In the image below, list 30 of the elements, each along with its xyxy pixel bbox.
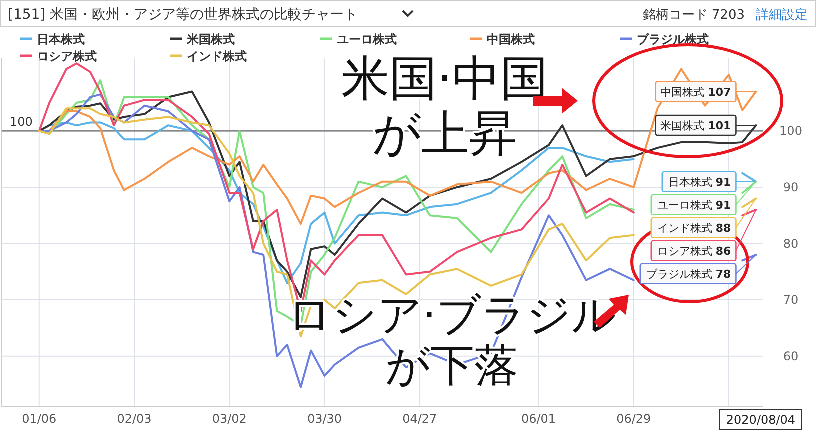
legend-label: 中国株式 <box>487 32 535 46</box>
annotation: ユーロ株式 91 <box>657 198 732 212</box>
legend-label: 米国株式 <box>186 32 235 46</box>
legend-label: ユーロ株式 <box>337 32 397 46</box>
y-tick-label: 80 <box>783 236 799 251</box>
ref-line-label: 100 <box>10 115 33 130</box>
chart-title: [151] 米国・欧州・アジア等の世界株式の比較チャート <box>8 7 358 23</box>
legend-label: ロシア株式 <box>37 50 97 64</box>
x-tick-label: 06/29 <box>616 412 652 426</box>
annotation: 日本株式 91 <box>668 176 732 189</box>
chart-subtitle: 銘柄コード 7203 <box>642 8 745 23</box>
annotation: 中国株式 107 <box>660 86 732 99</box>
legend-label: 日本株式 <box>37 32 85 46</box>
annotation: 米国株式 101 <box>660 120 732 133</box>
text: 2020/08/04 <box>726 413 796 427</box>
legend-label: インド株式 <box>187 50 247 64</box>
y-tick-label: 70 <box>783 293 799 308</box>
annotation: ロシア株式 86 <box>657 244 732 258</box>
x-tick-label: 06/01 <box>521 412 556 426</box>
y-tick-label: 100 <box>780 124 802 138</box>
x-tick-label: 03/30 <box>307 412 342 426</box>
annotation: インド株式 88 <box>657 222 732 235</box>
text: 詳細設定 <box>756 8 808 23</box>
x-tick-label: 04/27 <box>402 412 438 426</box>
x-tick-label: 02/03 <box>117 412 152 426</box>
x-tick-label: 01/06 <box>22 412 57 426</box>
annotation: ブラジル株式 78 <box>646 268 732 281</box>
y-tick-label: 90 <box>783 180 799 194</box>
y-tick-label: 60 <box>783 349 799 364</box>
x-tick-label: 03/02 <box>212 412 247 426</box>
